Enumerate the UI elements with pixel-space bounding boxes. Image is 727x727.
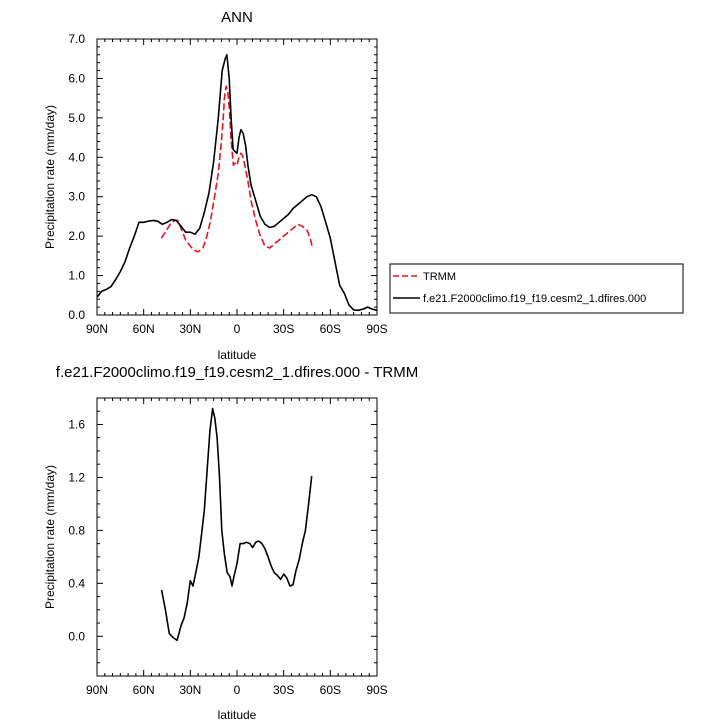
- legend-label-trmm: TRMM: [423, 271, 456, 283]
- top-axis-ticks: 90N 60N 30N 0 30S 60S 90S 0.0 1.0 2.0 3.0 4.0 5.0 6.0…: [68, 32, 387, 336]
- top-y-tick-label: 6.0: [68, 71, 85, 85]
- bottom-x-tick-label: 30N: [179, 683, 201, 697]
- bottom-x-tick-label: 90N: [86, 683, 108, 697]
- bottom-y-tick-label: 0.0: [68, 629, 85, 643]
- top-chart-title: ANN: [221, 9, 253, 26]
- legend-label-model: f.e21.F2000climo.f19_f19.cesm2_1.dfires.…: [423, 293, 646, 305]
- top-plot-frame: [96, 38, 378, 316]
- top-x-tick-label: 30S: [273, 322, 294, 336]
- bottom-y-tick-label: 0.8: [68, 523, 85, 537]
- top-y-tick-label: 3.0: [68, 190, 85, 204]
- bottom-x-tick-label: 60N: [133, 683, 155, 697]
- top-y-tick-label: 0.0: [68, 308, 85, 322]
- top-series-lines: [96, 53, 378, 312]
- top-y-tick-label: 4.0: [68, 150, 85, 164]
- bottom-x-tick-label: 30S: [273, 683, 294, 697]
- top-y-tick-label: 5.0: [68, 111, 85, 125]
- top-x-tick-label: 90S: [366, 322, 387, 336]
- legend: TRMM f.e21.F2000climo.f19_f19.cesm2_1.df…: [389, 263, 684, 314]
- bottom-panel: f.e21.F2000climo.f19_f19.cesm2_1.dfires.…: [43, 364, 418, 722]
- top-series-line-model: [96, 53, 378, 312]
- bottom-x-tick-label: 0: [234, 683, 241, 697]
- bottom-x-axis-label: latitude: [218, 708, 257, 722]
- top-y-tick-label: 1.0: [68, 269, 85, 283]
- top-y-tick-label: 7.0: [68, 32, 85, 46]
- top-y-axis-label: Precipitation rate (mm/day): [43, 105, 57, 249]
- bottom-series-lines: [160, 407, 313, 642]
- bottom-y-axis-label: Precipitation rate (mm/day): [43, 465, 57, 609]
- bottom-chart-title: f.e21.F2000climo.f19_f19.cesm2_1.dfires.…: [56, 364, 418, 381]
- bottom-x-tick-label: 90S: [366, 683, 387, 697]
- top-y-tick-label: 2.0: [68, 229, 85, 243]
- bottom-y-tick-label: 0.4: [68, 576, 85, 590]
- top-x-axis-label: latitude: [218, 348, 257, 362]
- bottom-x-tick-label: 60S: [320, 683, 341, 697]
- top-panel: ANN 90N 60N 30N 0 30S 60S 90S 0.0 1.0 2.0 3.0 4.0 5.…: [43, 9, 388, 362]
- bottom-y-tick-label: 1.6: [68, 417, 85, 431]
- top-x-tick-label: 0: [234, 322, 241, 336]
- bottom-axis-ticks: 90N 60N 30N 0 30S 60S 90S 0.0 0.4 0.8 1.2 1.6: [68, 397, 388, 697]
- top-x-tick-label: 60S: [320, 322, 341, 336]
- bottom-series-line-difference: [160, 407, 313, 642]
- top-series-line-trmm: [160, 85, 313, 253]
- top-x-tick-label: 90N: [86, 322, 108, 336]
- top-x-tick-label: 30N: [179, 322, 201, 336]
- bottom-y-tick-label: 1.2: [68, 470, 85, 484]
- legend-box: [389, 263, 684, 314]
- top-x-tick-label: 60N: [133, 322, 155, 336]
- bottom-plot-frame: [96, 397, 378, 677]
